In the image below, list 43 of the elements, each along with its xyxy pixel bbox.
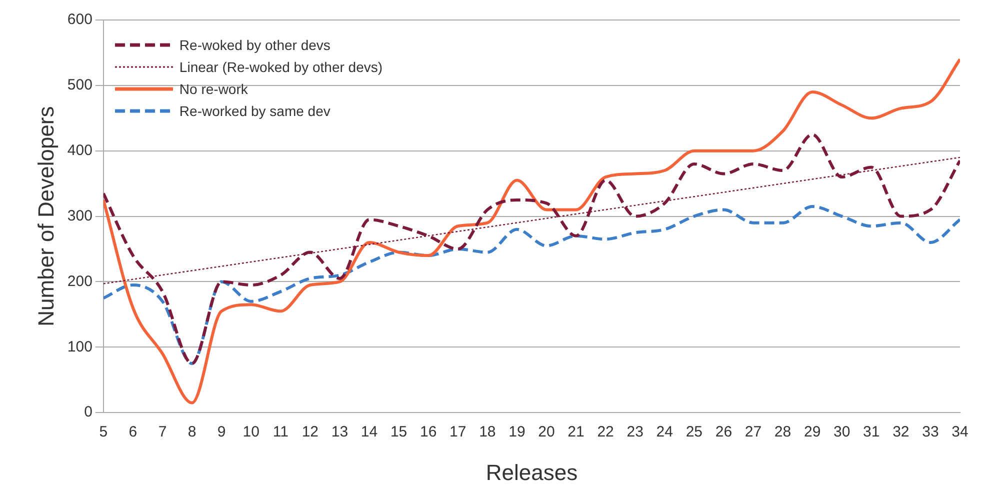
x-tick-label: 33 xyxy=(922,424,939,441)
x-tick-label: 22 xyxy=(597,424,614,441)
x-tick-label: 17 xyxy=(450,424,466,441)
x-tick-label: 6 xyxy=(128,424,138,441)
x-axis-title: Releases xyxy=(486,460,578,485)
y-tick-label: 500 xyxy=(67,76,92,94)
x-tick-label: 30 xyxy=(834,424,850,441)
x-tick-label: 28 xyxy=(774,424,792,441)
x-tick-label: 18 xyxy=(479,424,496,441)
y-tick-label: 300 xyxy=(67,207,92,224)
x-tick-label: 27 xyxy=(744,424,762,441)
x-tick-label: 19 xyxy=(508,424,526,441)
x-tick-label: 5 xyxy=(99,424,108,441)
y-axis-title: Number of Developers xyxy=(33,106,58,326)
legend-label: Re-woked by other devs xyxy=(179,36,330,55)
y-tick-label: 400 xyxy=(67,142,92,160)
y-tick-label: 200 xyxy=(67,272,92,290)
x-tick-label: 23 xyxy=(626,424,644,441)
x-tick-label: 20 xyxy=(538,424,555,441)
x-tick-label: 26 xyxy=(715,424,732,441)
y-tick-label: 600 xyxy=(67,11,92,28)
x-tick-label: 31 xyxy=(863,424,880,441)
x-tick-label: 25 xyxy=(686,424,703,441)
y-tick-label: 100 xyxy=(67,338,92,356)
legend-label: No re-work xyxy=(179,80,248,99)
x-tick-label: 10 xyxy=(242,424,260,441)
x-tick-label: 24 xyxy=(656,424,673,441)
x-tick-label: 7 xyxy=(158,424,167,441)
x-tick-label: 32 xyxy=(892,424,910,441)
x-tick-label: 16 xyxy=(420,424,437,441)
x-tick-label: 12 xyxy=(302,424,319,441)
x-tick-label: 8 xyxy=(188,424,196,441)
x-tick-label: 11 xyxy=(272,424,288,441)
x-tick-label: 9 xyxy=(217,424,226,441)
x-tick-label: 14 xyxy=(360,424,378,441)
x-tick-label: 15 xyxy=(390,424,408,441)
x-tick-label: 21 xyxy=(568,424,584,441)
x-tick-label: 13 xyxy=(331,424,348,441)
y-tick-label: 0 xyxy=(84,404,92,421)
legend-label: Re-worked by same dev xyxy=(179,102,330,121)
x-tick-label: 34 xyxy=(952,424,968,441)
legend-label: Linear (Re-woked by other devs) xyxy=(179,58,383,77)
x-tick-label: 29 xyxy=(804,424,821,441)
